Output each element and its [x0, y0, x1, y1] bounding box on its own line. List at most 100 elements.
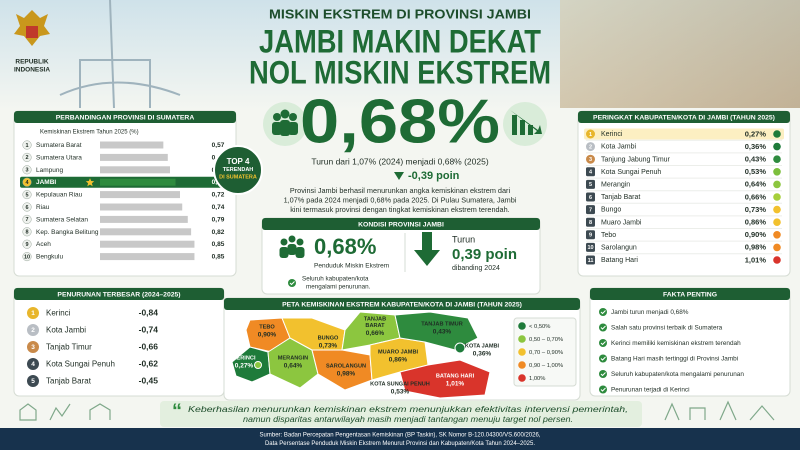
rank-number: 9: [25, 242, 28, 248]
regency-value: 0,90%: [745, 230, 767, 239]
fact-text: Penurunan terjadi di Kerinci: [611, 386, 690, 393]
status-dot: [773, 243, 781, 252]
medal-rank: 4: [31, 361, 35, 368]
quote-line: namun disparitas antarwilayah masih menj…: [243, 415, 573, 424]
region-value: 0,73%: [319, 343, 338, 350]
legend-swatch: [518, 335, 526, 343]
fact-check: [599, 339, 607, 347]
value-label: 0,85: [212, 241, 225, 248]
rank-badge: [22, 152, 32, 162]
rank-number: 4: [25, 180, 29, 186]
rank-box: [586, 154, 595, 164]
region-name: MUARO JAMBI: [378, 349, 419, 355]
regency-name: Merangin: [601, 182, 630, 189]
region-name: KOTA JAMBI: [465, 343, 500, 349]
rank-number: 8: [25, 230, 28, 236]
source-line: Sumber: Badan Percepatan Pengentasan Kem…: [260, 433, 541, 439]
medal: [27, 341, 39, 353]
status-dot: [773, 180, 781, 189]
regency-value: 0,43%: [745, 154, 767, 163]
map-title-bar: [224, 298, 580, 310]
people-icon: [272, 109, 298, 136]
rank-number: 6: [589, 195, 592, 201]
rank-box: [586, 217, 595, 227]
rank-number: 7: [25, 217, 28, 223]
decline-value: -0,66: [139, 342, 159, 352]
medal: [27, 358, 39, 370]
rank-badge: [22, 202, 32, 212]
rank-badge: [22, 165, 32, 175]
rank-number: 7: [589, 207, 592, 213]
regency-name: Sarolangun: [601, 245, 637, 252]
status-dot: [773, 193, 781, 201]
province-name: Lampung: [36, 167, 63, 174]
headline-value: 0,68%: [300, 87, 500, 156]
value-label: 0,79: [212, 216, 225, 223]
decline-title: PENURUNAN TERBESAR (2024–2025): [57, 291, 180, 298]
people-mini: [279, 235, 305, 258]
province-name: Kepulauan Riau: [36, 192, 83, 199]
quote-mark: “: [172, 400, 182, 422]
province-name: Sumatera Barat: [36, 142, 82, 149]
legend-label: 0,50 – 0,70%: [529, 337, 563, 343]
region-name: BATANG HARI: [436, 373, 475, 379]
province-title-bar: [14, 111, 236, 123]
ranking-title-bar: [578, 111, 790, 123]
rank-box: [586, 167, 595, 177]
rank-badge: [22, 227, 32, 237]
decline-name: Kota Sungai Penuh: [46, 359, 115, 368]
rank-badge: [22, 239, 32, 249]
fact-check-mark: [600, 310, 606, 315]
star: [85, 178, 95, 187]
region-value: 1,01%: [446, 381, 465, 388]
drop-label: 0,39 poin: [452, 246, 517, 263]
rank-number: 4: [589, 170, 593, 176]
province-name: Bengkulu: [36, 254, 63, 261]
province-name: Sumatera Selatan: [36, 216, 88, 223]
status-dot: [773, 231, 781, 239]
status-dot: [773, 256, 781, 264]
rank-number: 8: [589, 220, 592, 226]
headline-title: NOL MISKIN EKSTREM: [249, 54, 551, 90]
medal: [27, 307, 39, 319]
rank-box: [586, 205, 595, 215]
regency-value: 0,66%: [745, 192, 767, 201]
regency-value: 0,36%: [745, 142, 767, 151]
rank-number: 6: [25, 205, 28, 211]
bridge-illustration: [59, 0, 181, 109]
value-label: 0,82: [212, 229, 225, 236]
map-region: [254, 361, 262, 369]
region-name: KERINCI: [233, 355, 256, 361]
map-region: [454, 342, 466, 354]
regency-value: 1,01%: [745, 255, 767, 264]
map-region: [394, 311, 479, 351]
fact-text: Batang Hari masih tertinggi di Provinsi …: [611, 355, 738, 362]
legend-box: [513, 317, 577, 387]
badge-text: DI SUMATERA: [219, 174, 257, 180]
status-dot: [773, 205, 781, 214]
drop-caption: dibanding 2024: [452, 265, 500, 272]
region-value: 0,90%: [258, 332, 277, 339]
bar: [100, 215, 188, 223]
legend-swatch: [518, 322, 526, 330]
regency-name: Batang Hari: [601, 257, 638, 264]
fact-check-mark: [600, 341, 606, 346]
rank-badge: [22, 190, 32, 200]
drop-title: Turun: [452, 234, 475, 244]
region-name: KOTA SUNGAI PENUH: [370, 381, 430, 387]
rank-badge: [22, 177, 32, 187]
region-value: 0,43%: [433, 329, 452, 336]
person-head: [296, 238, 304, 246]
status-dot: [773, 142, 781, 151]
regency-name: Kerinci: [601, 131, 623, 138]
quote-line: Keberhasilan menurunkan kemiskinan ekstr…: [188, 405, 628, 414]
regency-name: Kota Jambi: [601, 144, 636, 151]
regency-name: Tebo: [601, 232, 616, 239]
status-dot: [773, 155, 781, 163]
regency-value: 0,73%: [745, 205, 767, 214]
region-value: 0,86%: [389, 357, 408, 364]
status-dot: [773, 130, 781, 138]
bar: [100, 191, 180, 199]
decline-name: Kerinci: [46, 308, 71, 317]
province-name: JAMBI: [36, 179, 56, 186]
